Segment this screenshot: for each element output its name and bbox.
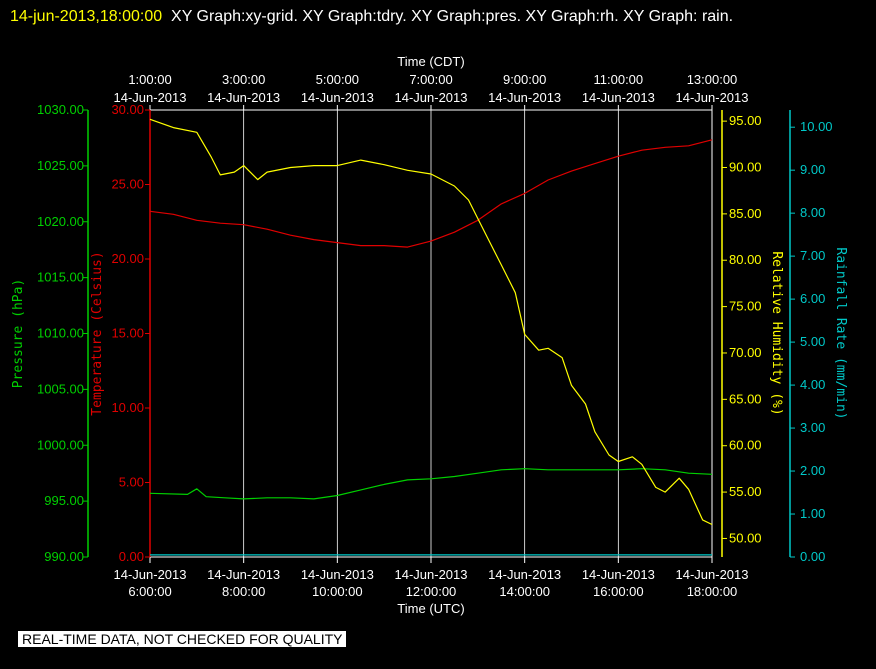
humidity-tick-label: 75.00 xyxy=(729,299,762,314)
x-tick-label-utc-time: 18:00:00 xyxy=(687,584,738,599)
humidity-tick-label: 90.00 xyxy=(729,159,762,174)
rainfall-tick-label: 4.00 xyxy=(800,377,825,392)
x-tick-label-cdt-date: 14-Jun-2013 xyxy=(301,90,374,105)
x-tick-label-utc-time: 10:00:00 xyxy=(312,584,363,599)
x-tick-label-cdt-date: 14-Jun-2013 xyxy=(676,90,749,105)
temperature-line xyxy=(149,139,713,248)
x-tick-label-utc-time: 6:00:00 xyxy=(128,584,171,599)
x-tick-label-cdt-date: 14-Jun-2013 xyxy=(488,90,561,105)
x-axis-title-utc: Time (UTC) xyxy=(397,601,464,616)
temperature-tick-label: 5.00 xyxy=(119,475,144,490)
x-tick-label-cdt-date: 14-Jun-2013 xyxy=(582,90,655,105)
x-tick-label-cdt-time: 1:00:00 xyxy=(128,72,171,87)
humidity-tick-label: 85.00 xyxy=(729,206,762,221)
humidity-tick-label: 70.00 xyxy=(729,345,762,360)
x-axis-title-cdt: Time (CDT) xyxy=(397,54,464,69)
humidity-tick-label: 50.00 xyxy=(729,530,762,545)
x-tick-label-utc-date: 14-Jun-2013 xyxy=(301,567,374,582)
temperature-axis-title: Temperature (Celsius) xyxy=(90,251,105,415)
x-tick-label-cdt-time: 9:00:00 xyxy=(503,72,546,87)
x-tick-label-utc-date: 14-Jun-2013 xyxy=(114,567,187,582)
x-tick-label-cdt-time: 5:00:00 xyxy=(316,72,359,87)
title-timestamp: 14-jun-2013,18:00:00 xyxy=(10,8,163,25)
x-tick-label-utc-time: 12:00:00 xyxy=(406,584,457,599)
title-graph-list: XY Graph:xy-grid. XY Graph:tdry. XY Grap… xyxy=(171,8,734,25)
rainfall-tick-label: 8.00 xyxy=(800,205,825,220)
rainfall-tick-label: 5.00 xyxy=(800,334,825,349)
x-tick-label-cdt-time: 3:00:00 xyxy=(222,72,265,87)
humidity-tick-label: 65.00 xyxy=(729,391,762,406)
pressure-tick-label: 1015.00 xyxy=(37,270,84,285)
pressure-tick-label: 1020.00 xyxy=(37,214,84,229)
temperature-tick-label: 20.00 xyxy=(111,251,144,266)
x-tick-label-utc-date: 14-Jun-2013 xyxy=(582,567,655,582)
rainfall-tick-label: 9.00 xyxy=(800,162,825,177)
rainfall-tick-label: 10.00 xyxy=(800,119,833,134)
humidity-axis-title: Relative Humidity (%) xyxy=(769,251,784,415)
humidity-tick-label: 80.00 xyxy=(729,252,762,267)
pressure-tick-label: 1030.00 xyxy=(37,102,84,117)
humidity-line xyxy=(149,118,713,526)
temperature-tick-label: 15.00 xyxy=(111,326,144,341)
x-tick-label-cdt-date: 14-Jun-2013 xyxy=(395,90,468,105)
x-tick-label-utc-time: 8:00:00 xyxy=(222,584,265,599)
x-tick-label-utc-date: 14-Jun-2013 xyxy=(207,567,280,582)
pressure-tick-label: 1000.00 xyxy=(37,437,84,452)
rainfall-tick-label: 6.00 xyxy=(800,291,825,306)
x-tick-label-utc-date: 14-Jun-2013 xyxy=(395,567,468,582)
x-tick-label-cdt-time: 7:00:00 xyxy=(409,72,452,87)
rainfall-tick-label: 2.00 xyxy=(800,463,825,478)
temperature-tick-label: 25.00 xyxy=(111,177,144,192)
x-tick-label-cdt-date: 14-Jun-2013 xyxy=(207,90,280,105)
pressure-line xyxy=(149,468,713,500)
x-tick-label-utc-date: 14-Jun-2013 xyxy=(488,567,561,582)
graph-title: 14-jun-2013,18:00:00 XY Graph:xy-grid. X… xyxy=(10,4,870,30)
pressure-tick-label: 1025.00 xyxy=(37,158,84,173)
temperature-tick-label: 10.00 xyxy=(111,400,144,415)
pressure-axis-title: Pressure (hPa) xyxy=(11,279,26,389)
humidity-tick-label: 95.00 xyxy=(729,113,762,128)
pressure-tick-label: 1010.00 xyxy=(37,326,84,341)
rainfall-tick-label: 7.00 xyxy=(800,248,825,263)
x-tick-label-cdt-time: 13:00:00 xyxy=(687,72,738,87)
rainfall-axis-title: Rainfall Rate (mm/min) xyxy=(833,247,848,419)
rainfall-tick-label: 1.00 xyxy=(800,506,825,521)
rainfall-tick-label: 0.00 xyxy=(800,549,825,564)
pressure-tick-label: 1005.00 xyxy=(37,381,84,396)
humidity-tick-label: 55.00 xyxy=(729,484,762,499)
x-tick-label-cdt-date: 14-Jun-2013 xyxy=(114,90,187,105)
x-tick-label-utc-time: 16:00:00 xyxy=(593,584,644,599)
pressure-tick-label: 995.00 xyxy=(44,493,84,508)
x-tick-label-cdt-time: 11:00:00 xyxy=(594,72,644,87)
humidity-tick-label: 60.00 xyxy=(729,438,762,453)
pressure-tick-label: 990.00 xyxy=(44,549,84,564)
temperature-tick-label: 0.00 xyxy=(119,549,144,564)
x-tick-label-utc-date: 14-Jun-2013 xyxy=(676,567,749,582)
rainfall-tick-label: 3.00 xyxy=(800,420,825,435)
quality-disclaimer: REAL-TIME DATA, NOT CHECKED FOR QUALITY xyxy=(18,631,347,647)
temperature-tick-label: 30.00 xyxy=(111,102,144,117)
x-tick-label-utc-time: 14:00:00 xyxy=(499,584,550,599)
